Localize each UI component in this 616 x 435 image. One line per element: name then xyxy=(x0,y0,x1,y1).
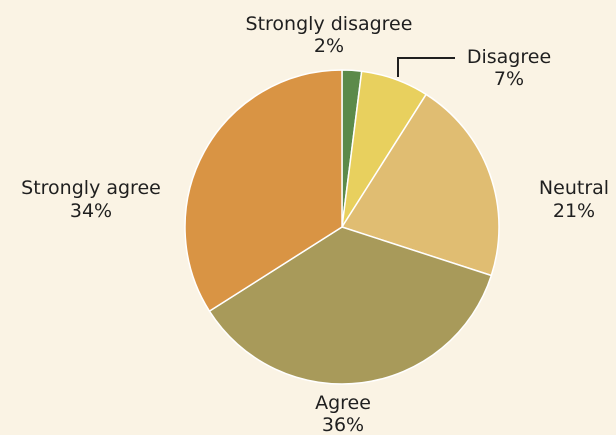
leader-line-disagree xyxy=(397,57,455,77)
slice-label-neutral: Neutral 21% xyxy=(539,177,609,222)
pie-slice-neutral xyxy=(341,93,500,277)
slice-label-strongly-disagree-name: Strongly disagree xyxy=(246,13,413,35)
slice-label-strongly-disagree: Strongly disagree 2% xyxy=(246,13,413,57)
pie-slice-agree xyxy=(208,226,493,385)
slice-label-strongly-agree: Strongly agree 34% xyxy=(21,177,161,222)
slice-label-strongly-agree-value: 34% xyxy=(70,200,112,222)
slice-label-disagree-value: 7% xyxy=(494,68,524,90)
pie-slice-strongly-agree xyxy=(184,69,343,312)
slice-label-disagree: Disagree 7% xyxy=(467,46,551,90)
slice-label-strongly-agree-name: Strongly agree xyxy=(21,177,161,199)
slice-label-agree-value: 36% xyxy=(322,414,364,435)
slice-label-neutral-value: 21% xyxy=(553,200,595,222)
slice-label-neutral-name: Neutral xyxy=(539,177,609,199)
slice-label-strongly-disagree-value: 2% xyxy=(314,35,344,57)
leader-lines xyxy=(397,57,455,77)
slice-label-agree: Agree 36% xyxy=(315,392,371,435)
pie-slices xyxy=(184,69,500,385)
slice-label-agree-name: Agree xyxy=(315,392,371,414)
slice-label-disagree-name: Disagree xyxy=(467,46,551,68)
